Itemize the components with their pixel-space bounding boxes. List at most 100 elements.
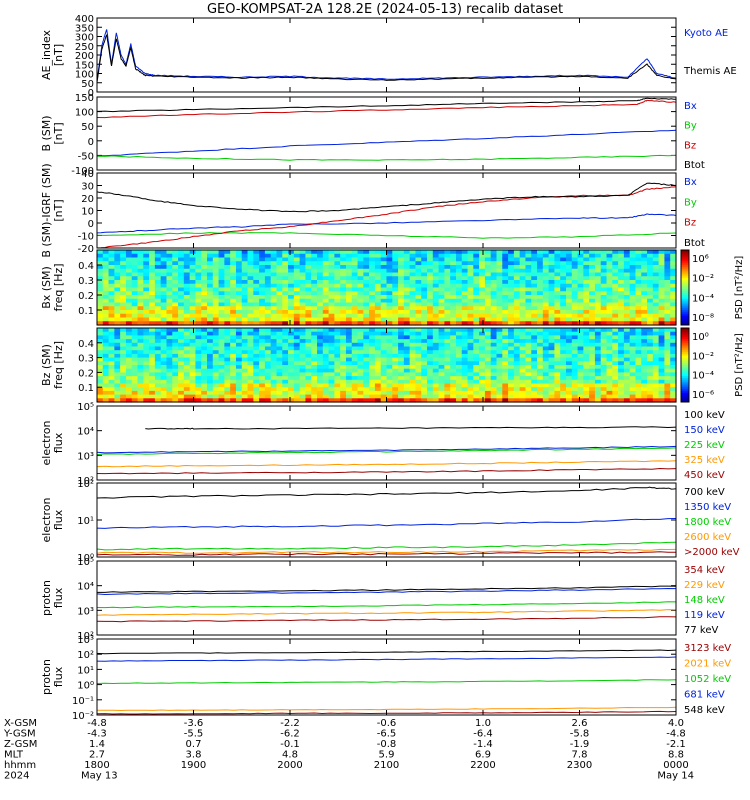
spectrogram-cell [403, 291, 411, 296]
spectrogram-cell [369, 280, 376, 285]
spectrogram-cell [212, 390, 220, 396]
spectrogram-cell [502, 353, 509, 359]
spectrogram-cell [178, 398, 185, 403]
spectrogram-cell [380, 357, 388, 362]
spectrogram-cell [432, 394, 440, 399]
spectrogram-cell [317, 342, 324, 348]
spectrogram-cell [403, 321, 411, 326]
spectrogram-cell [328, 313, 335, 319]
spectrogram-cell [189, 321, 197, 326]
spectrogram-cell [131, 280, 139, 285]
spectrogram-cell [600, 280, 608, 285]
spectrogram-cell [172, 317, 179, 322]
spectrogram-cell [131, 317, 139, 322]
spectrogram-cell [143, 328, 150, 333]
spectrogram-cell [670, 265, 677, 270]
spectrogram-cell [583, 268, 590, 274]
spectrogram-cell [212, 394, 220, 399]
spectrogram-cell [137, 268, 144, 274]
spectrogram-cell [154, 394, 162, 399]
spectrogram-cell [455, 310, 463, 315]
spectrogram-cell [247, 390, 254, 396]
spectrogram-cell [97, 387, 104, 392]
spectrogram-cell [305, 379, 312, 385]
spectrogram-cell [664, 321, 671, 326]
spectrogram-cell [299, 291, 307, 296]
spectrogram-cell [444, 383, 451, 388]
spectrogram-cell [143, 261, 150, 266]
spectrogram-cell [207, 387, 214, 392]
spectrogram-cell [328, 346, 335, 351]
spectrogram-cell [125, 383, 133, 388]
series-line [96, 232, 677, 239]
colorbar-segment [681, 366, 689, 370]
spectrogram-cell [345, 321, 353, 326]
spectrogram-cell [108, 313, 115, 319]
spectrogram-cell [270, 291, 278, 296]
spectrogram-cell [207, 257, 214, 262]
spectrogram-cell [380, 306, 388, 311]
spectrogram-cell [577, 357, 584, 362]
spectrogram-cell [577, 328, 584, 333]
spectrogram-cell [421, 353, 428, 359]
spectrogram-cell [409, 317, 417, 322]
spectrogram-cell [565, 295, 573, 300]
spectrogram-cell [328, 357, 335, 362]
spectrogram-cell [114, 368, 121, 373]
spectrogram-cell [334, 283, 341, 289]
spectrogram-cell [322, 317, 330, 322]
spectrogram-cell [398, 321, 405, 326]
spectrogram-cell [664, 317, 671, 322]
spectrogram-cell [548, 265, 556, 270]
spectrogram-cell [207, 272, 214, 277]
spectrogram-cell [322, 376, 330, 381]
spectrogram-cell [166, 287, 173, 292]
spectrogram-cell [635, 306, 642, 311]
spectrogram-cell [403, 353, 411, 359]
spectrogram-cell [160, 272, 168, 277]
spectrogram-cell [508, 265, 515, 270]
spectrogram-cell [97, 265, 104, 270]
spectrogram-cell [623, 317, 631, 322]
panel-frame [96, 96, 677, 171]
spectrogram-cell [525, 328, 532, 333]
spectrogram-cell [542, 302, 550, 307]
spectrogram-cell [589, 353, 596, 359]
spectrogram-cell [392, 383, 399, 388]
spectrogram-cell [421, 310, 428, 315]
spectrogram-cell [212, 379, 220, 385]
spectrogram-cell [658, 250, 666, 255]
spectrogram-cell [409, 261, 417, 266]
spectrogram-cell [195, 268, 202, 274]
colorbar-tick-label: 10⁻⁴ [692, 293, 714, 304]
colorbar-segment [681, 342, 689, 346]
legend-entry: 225 keV [684, 440, 725, 451]
spectrogram-cell [108, 306, 115, 311]
spectrogram-cell [345, 291, 353, 296]
spectrogram-cell [583, 339, 590, 344]
spectrogram-cell [97, 313, 104, 319]
spectrogram-cell [160, 353, 168, 359]
spectrogram-cell [293, 331, 301, 336]
spectrogram-cell [345, 368, 353, 373]
spectrogram-cell [467, 346, 474, 351]
spectrogram-cell [606, 398, 613, 403]
spectrogram-cell [114, 339, 121, 344]
spectrogram-cell [369, 394, 376, 399]
spectrogram-cell [398, 342, 405, 348]
spectrogram-cell [496, 376, 503, 381]
spectrogram-cell [125, 321, 133, 326]
colorbar-segment [681, 376, 689, 379]
spectrogram-cell [583, 346, 590, 351]
spectrogram-cell [618, 276, 625, 281]
spectrogram-cell [652, 346, 660, 351]
spectrogram-cell [618, 372, 625, 377]
spectrogram-cell [565, 387, 573, 392]
spectrogram-cell [589, 310, 596, 315]
spectrogram-cell [270, 350, 278, 355]
spectrogram-cell [334, 313, 341, 319]
spectrogram-cell [455, 376, 463, 381]
spectrogram-cell [114, 295, 121, 300]
spectrogram-cell [183, 390, 191, 396]
spectrogram-cell [125, 339, 133, 344]
